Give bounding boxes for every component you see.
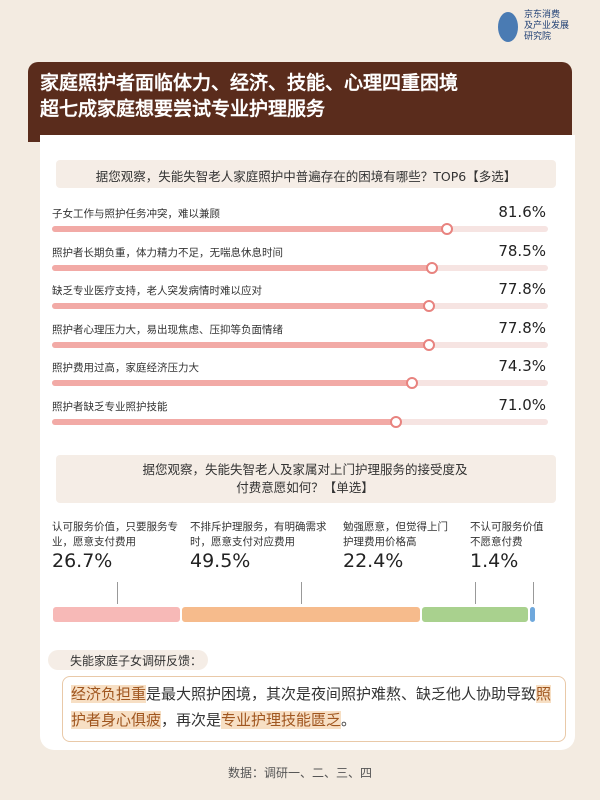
value-label: 26.7% [52,550,113,572]
chart-title-bg [56,455,556,503]
footer: 数据：调研一、二、三、四 [227,766,372,780]
value-label: 22.4% [343,550,404,572]
bar-knob [422,338,435,351]
feedback-segment: 。 [341,711,357,729]
bar [52,341,429,348]
category-label: 照护者长期负重，体力精力不足，无喘息休息时间 [52,246,283,259]
feedback-label: 失能家庭子女调研反馈： [70,654,203,668]
chart-title: 据您观察，失能失智老人家庭照护中普遍存在的困境有哪些？TOP6【多选】 [95,169,517,184]
category-label: 子女工作与照护任务冲突，难以兼顾 [52,208,220,220]
bar-knob [422,300,435,312]
logo-text: 京东消费 及产业发展 研究院 [524,10,569,43]
logo-line: 京东消费 [524,10,561,20]
category-label: 照护费用过高，家庭经济压力大 [52,362,199,374]
feedback-label-bg [48,650,208,670]
category-label: 勉强愿意，但觉得上门护理费用价格高 [343,521,448,548]
segment [420,606,530,623]
bar [52,380,412,386]
logo-line: 及产业发展 [524,21,570,31]
header-band [28,62,572,142]
chart-title-bg [56,160,556,188]
connector [532,582,534,604]
value-label: 77.8% [498,280,546,298]
category-label: 缺乏专业医疗支持，老人突发病情时难以应对 [52,285,262,297]
bar [52,303,429,309]
value-label: 71.0% [498,395,546,414]
feedback-segment: 经济负担重 [71,685,147,703]
value-label: 81.6% [498,203,546,221]
value-label: 49.5% [190,550,251,572]
category-label: 认可服务价值，只要服务专业，愿意支付费用 [52,521,178,548]
logo-mark [498,12,518,42]
feedback-segment: 是最大照护困境，其次是夜间照护难熬、缺乏他人协助导致 [146,685,537,703]
bar-knob [440,223,453,235]
bar-knob [425,261,438,274]
feedback-segment: 专业护理技能匮乏 [221,711,342,729]
category-label: 照护者缺乏专业照护技能 [52,400,168,413]
segment [529,606,536,623]
chart-title: 据您观察，失能失智老人及家属对上门护理服务的接受度及付费意愿如何？【单选】 [142,462,468,495]
value-label: 1.4% [470,550,519,572]
bar [52,264,432,271]
bar-knob [389,415,402,428]
connector [116,582,118,604]
category-label: 照护者心理压力大，易出现焦虑、压抑等负面情绪 [52,323,283,336]
bar [52,418,396,425]
segment [181,606,421,623]
feedback-text: 经济负担重是最大照护困境，其次是夜间照护难熬、缺乏他人协助导致照护者身心俱疲，再… [62,676,566,742]
title-line: 家庭照护者面临体力、经济、技能、心理四重困境 [40,72,459,94]
feedback-segment: ，再次是 [161,711,222,729]
bar-knob [405,377,418,389]
connector [475,582,477,604]
value-label: 77.8% [498,318,546,337]
card [40,135,575,750]
value-label: 74.3% [498,357,546,375]
title-line: 超七成家庭想要尝试专业护理服务 [40,98,326,120]
value-label: 78.5% [498,241,546,260]
bar [52,226,447,232]
category-label: 不认可服务价值不愿意付费 [470,521,544,548]
category-label: 不排斥护理服务，有明确需求时，愿意支付对应费用 [190,521,327,548]
logo-line: 研究院 [524,32,552,42]
connector [301,582,303,604]
segment [52,606,182,623]
header-title: 家庭照护者面临体力、经济、技能、心理四重困境 超七成家庭想要尝试专业护理服务 [40,70,458,122]
